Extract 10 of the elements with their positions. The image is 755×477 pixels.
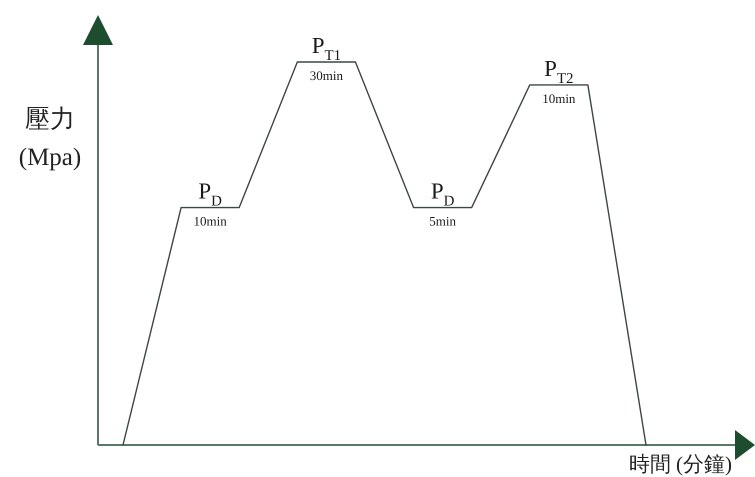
annotation: P$_{T1}$ [312, 33, 342, 64]
annotation: P$_{D}$ [430, 178, 455, 210]
annotation: 5min [429, 214, 456, 229]
annotation: P$_{D}$ [198, 178, 222, 210]
annotation: P$_{T2}$ [544, 56, 574, 87]
annotation: 10min [542, 90, 576, 106]
annotation: 30min [310, 68, 344, 83]
x-axis-title: 時間 (分鐘) [628, 452, 732, 476]
annotation: 10min [194, 214, 228, 229]
y-axis-title: 壓力 (Mpa) [18, 106, 82, 171]
